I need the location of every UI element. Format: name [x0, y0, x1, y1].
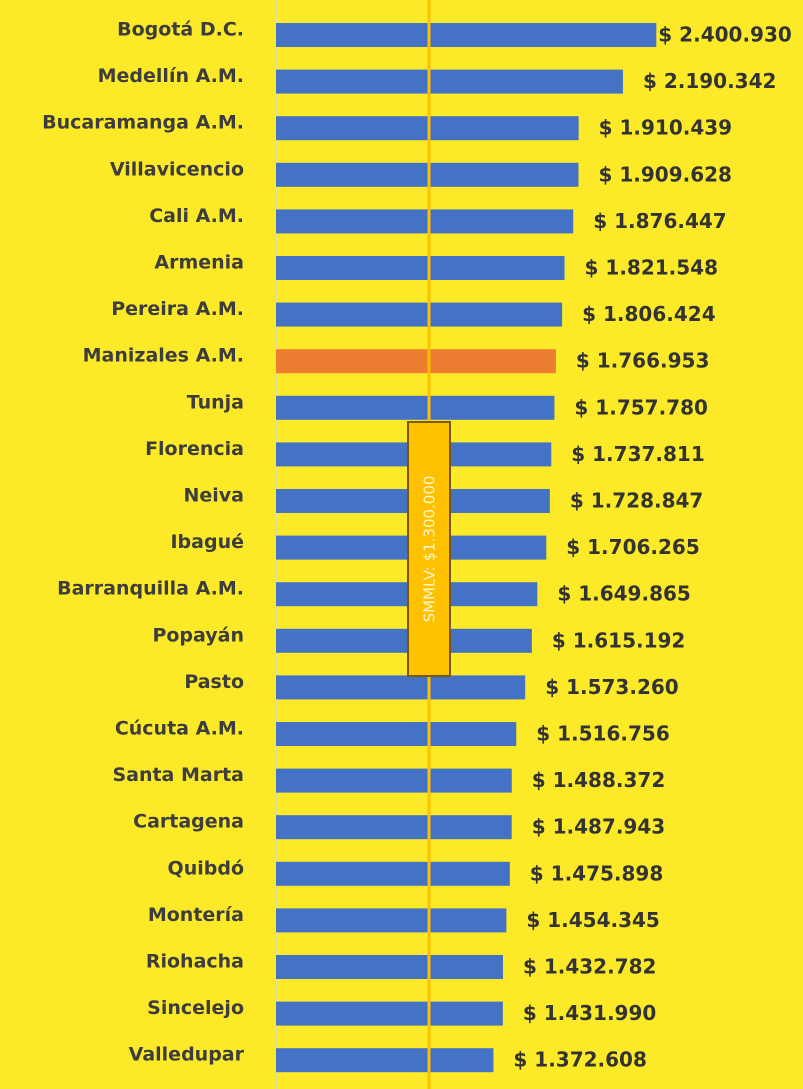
bar — [276, 629, 532, 653]
bar — [276, 116, 579, 140]
value-label: $ 1.876.447 — [593, 209, 727, 233]
category-label: Bogotá D.C. — [117, 19, 244, 41]
category-label: Cali A.M. — [149, 205, 244, 227]
bar — [276, 209, 573, 233]
bar — [276, 908, 506, 932]
category-label: Pasto — [184, 671, 244, 693]
category-label: Pereira A.M. — [111, 298, 244, 320]
value-label: $ 1.475.898 — [530, 861, 664, 885]
value-label: $ 1.706.265 — [566, 535, 700, 559]
bar — [276, 1048, 493, 1072]
bar — [276, 862, 510, 886]
value-label: $ 1.372.608 — [513, 1048, 647, 1072]
category-label: Sincelejo — [147, 997, 244, 1019]
bar — [276, 70, 623, 94]
bar — [276, 163, 578, 187]
chart: Bogotá D.C. $ 2.400.930 Medellín A.M. $ 2.1… — [0, 0, 803, 1089]
category-label: Cúcuta A.M. — [115, 718, 244, 740]
value-label: $ 1.821.548 — [585, 256, 719, 280]
value-label: $ 1.806.424 — [582, 302, 716, 326]
value-label: $ 2.190.342 — [643, 69, 777, 93]
value-label: $ 1.454.345 — [526, 908, 660, 932]
bar — [276, 23, 656, 47]
bar — [276, 1002, 503, 1026]
value-label: $ 2.400.930 — [658, 23, 792, 47]
category-label: Villavicencio — [110, 158, 244, 180]
value-label: $ 1.909.628 — [598, 162, 732, 186]
category-label: Medellín A.M. — [98, 65, 244, 87]
bar — [276, 256, 565, 280]
value-label: $ 1.615.192 — [552, 628, 686, 652]
bar — [276, 349, 556, 373]
category-label: Ibagué — [170, 531, 244, 553]
category-label: Cartagena — [133, 811, 244, 833]
bar — [276, 396, 554, 420]
value-label: $ 1.431.990 — [523, 1001, 657, 1025]
category-label: Armenia — [154, 252, 244, 274]
bar — [276, 675, 525, 699]
value-label: $ 1.573.260 — [545, 675, 679, 699]
category-label: Barranquilla A.M. — [57, 578, 244, 600]
category-label: Florencia — [145, 438, 244, 460]
category-label: Riohacha — [146, 951, 244, 973]
bar — [276, 303, 562, 327]
category-label: Santa Marta — [112, 764, 244, 786]
value-label: $ 1.737.811 — [571, 442, 705, 466]
value-label: $ 1.910.439 — [599, 116, 733, 140]
bar — [276, 722, 516, 746]
category-label: Valledupar — [129, 1044, 245, 1066]
category-label: Montería — [148, 904, 244, 926]
value-label: $ 1.516.756 — [536, 722, 670, 746]
category-label: Bucaramanga A.M. — [42, 112, 244, 134]
value-label: $ 1.432.782 — [523, 955, 657, 979]
value-label: $ 1.757.780 — [574, 395, 708, 419]
value-label: $ 1.728.847 — [570, 489, 704, 513]
bar — [276, 815, 512, 839]
bar — [276, 769, 512, 793]
value-label: $ 1.766.953 — [576, 349, 710, 373]
annotation: SMMLV: $1.300.000 — [421, 476, 439, 623]
category-label: Popayán — [152, 624, 244, 646]
category-label: Tunja — [187, 391, 244, 413]
category-label: Neiva — [183, 485, 244, 507]
bar — [276, 582, 537, 606]
value-label: $ 1.649.865 — [557, 582, 691, 606]
value-label: $ 1.487.943 — [532, 815, 666, 839]
category-label: Quibdó — [168, 857, 244, 879]
value-label: $ 1.488.372 — [532, 768, 666, 792]
bar — [276, 955, 503, 979]
category-label: Manizales A.M. — [83, 345, 244, 367]
